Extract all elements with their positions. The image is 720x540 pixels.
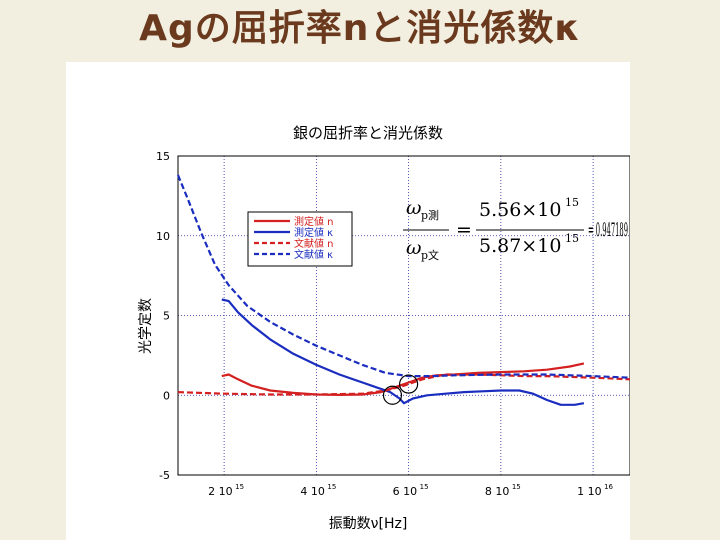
series-line [176,174,630,379]
legend-item: 測定値 n [254,215,334,228]
y-axis-label: 光学定数 [138,298,154,354]
y-tick-label: 0 [163,389,170,402]
y-tick-label: 5 [163,310,170,323]
legend-label: 文献値 κ [294,248,333,261]
legend-item: 測定値 κ [254,226,333,239]
legend-label: 測定値 n [294,215,334,228]
x-tick-label: 1 10 16 [577,483,613,498]
formula-numerator-exp: 15 [565,196,579,209]
annotations [382,374,419,405]
formula-denominator-value: 5.87×10 [479,235,561,257]
series-line [221,362,585,396]
formula-numerator-value: 5.56×10 [479,199,561,221]
formula-denominator-exp: 15 [565,232,579,245]
y-tick-label: 15 [156,150,170,163]
x-tick-exponent: 15 [420,483,429,491]
series-layer [176,174,630,406]
plot-frame [177,155,630,476]
x-tick-label: 6 10 15 [393,483,429,498]
x-tick-exponent: 15 [512,483,521,491]
x-tick-mantissa: 2 10 [208,485,233,498]
grid [178,155,630,476]
formula-result: = 0.947189 [588,219,628,241]
x-tick-exponent: 16 [604,483,613,491]
legend-item: 文献値 κ [254,248,333,261]
legend-label: 測定値 κ [294,226,333,239]
x-tick-mantissa: 4 10 [300,485,325,498]
series-line [177,373,630,396]
formula-numerator-sub: p測 [421,208,439,222]
formula-denominator-omega: ω [406,237,422,259]
formula-denominator-sub: p文 [421,248,439,262]
legend-item: 文献値 n [254,237,334,250]
x-tick-exponent: 15 [327,483,336,491]
x-tick-mantissa: 8 10 [485,485,510,498]
x-tick-label: 8 10 15 [485,483,521,498]
plot-panel: 15 10 5 0 -5 2 10 15 4 10 15 6 10 15 8 10 15 1 10 16 銀… [66,62,630,540]
formula-numerator-omega: ω [406,197,422,219]
x-tick-exponent: 15 [235,483,244,491]
x-tick-label: 2 10 15 [208,483,244,498]
slide-title: Agの屈折率nと消光係数κ [139,8,581,49]
series-line [221,298,585,406]
x-tick-label: 4 10 15 [300,483,336,498]
y-tick-label: 10 [156,230,170,243]
legend-label: 文献値 n [294,237,334,250]
x-tick-mantissa: 6 10 [393,485,418,498]
chart-title: 銀の屈折率と消光係数 [293,124,443,142]
annotation-circle [399,374,419,394]
formula-equals: = [456,219,472,241]
x-tick-mantissa: 1 10 [577,485,602,498]
annotation-circle [382,385,403,405]
x-axis-label: 振動数ν[Hz] [329,516,408,532]
formula: ω p測 ω p文 = 5.56×10 15 5.87×10 15 = 0.94… [403,196,628,262]
y-tick-label: -5 [159,469,170,482]
